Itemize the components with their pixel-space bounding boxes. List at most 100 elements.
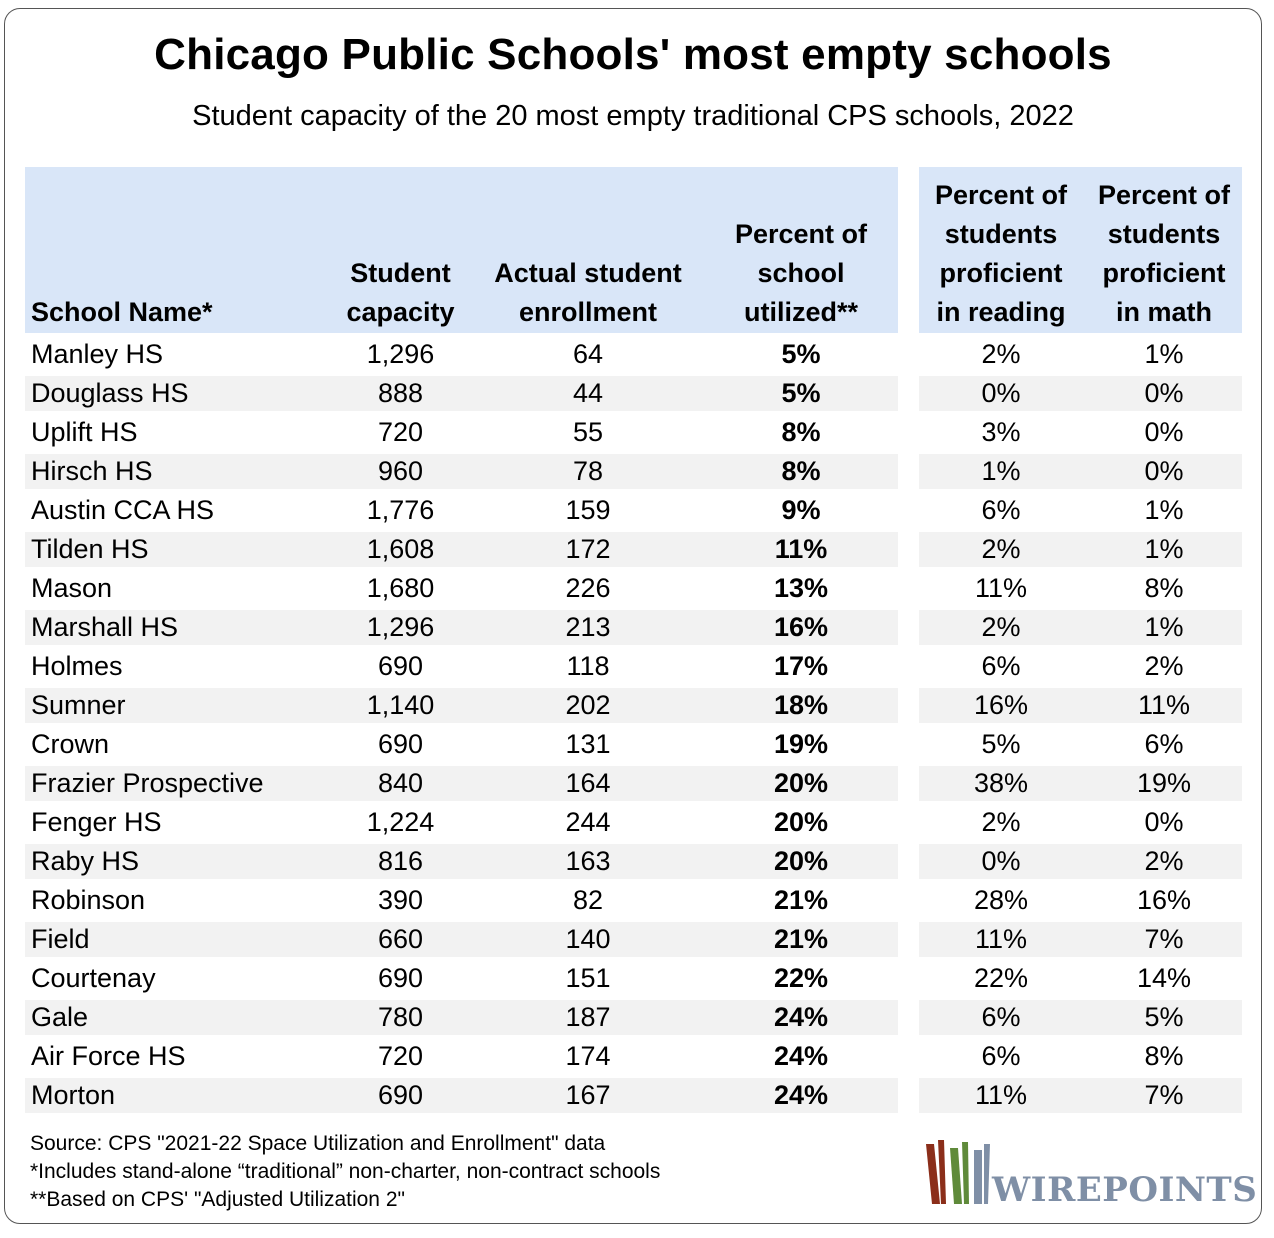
table-cell: 690	[377, 651, 424, 681]
table-cell: 9%	[781, 495, 821, 525]
school-name-cell: Hirsch HS	[31, 456, 153, 486]
column-header-line: proficient	[1102, 258, 1226, 288]
table-cell: 8%	[1144, 1041, 1184, 1071]
column-header-line: enrollment	[518, 297, 658, 327]
table-cell: 6%	[981, 1041, 1021, 1071]
table-cell: 6%	[1144, 729, 1184, 759]
source-note: Source: CPS "2021-22 Space Utilization a…	[30, 1132, 606, 1155]
table-cell: 1%	[1144, 534, 1184, 564]
column-header-line: students	[944, 219, 1058, 249]
column-header: Percent of school utilized**	[711, 215, 891, 333]
footnotes: Source: CPS "2021-22 Space Utilization a…	[30, 1130, 660, 1214]
table-cell: 16%	[973, 690, 1029, 720]
row-stripe	[919, 922, 1242, 957]
table-cell: 6%	[981, 651, 1021, 681]
table-cell: 3%	[981, 417, 1021, 447]
column-header-line: students	[1107, 219, 1221, 249]
table-cell: 202	[565, 690, 611, 720]
table-cell: 131	[565, 729, 611, 759]
table-cell: 1,680	[366, 573, 435, 603]
table-cell: 2%	[981, 534, 1021, 564]
column-header-line: Percent of	[934, 180, 1068, 210]
table-cell: 390	[377, 885, 424, 915]
row-stripe	[25, 922, 898, 957]
column-header: Percent of students proficient in reading	[921, 176, 1081, 333]
table-cell: 164	[565, 768, 611, 798]
table-cell: 1,776	[366, 495, 435, 525]
table-cell: 690	[377, 963, 424, 993]
school-name-cell: Frazier Prospective	[31, 768, 264, 798]
table-cell: 20%	[773, 807, 829, 837]
column-header: Student capacity	[338, 254, 463, 333]
school-name-cell: Uplift HS	[31, 417, 138, 447]
table-cell: 1,224	[366, 807, 435, 837]
table-cell: 1%	[1144, 495, 1184, 525]
wirepoints-logo: WIREPOINTS	[924, 1138, 1257, 1210]
table-cell: 2%	[1144, 846, 1184, 876]
chart-title: Chicago Public Schools' most empty schoo…	[154, 30, 1112, 79]
table-cell: 16%	[773, 612, 829, 642]
row-stripe	[919, 766, 1242, 801]
row-stripe	[919, 1000, 1242, 1035]
table-cell: 20%	[773, 846, 829, 876]
table-cell: 690	[377, 1080, 424, 1110]
table-cell: 2%	[981, 807, 1021, 837]
row-stripe	[919, 454, 1242, 489]
table-cell: 0%	[1144, 807, 1184, 837]
row-stripe	[25, 610, 898, 645]
column-header-line: Student	[350, 258, 451, 288]
table-cell: 720	[377, 417, 424, 447]
wirepoints-bars-icon	[926, 1140, 990, 1204]
school-name-cell: Air Force HS	[31, 1041, 186, 1071]
table-cell: 7%	[1144, 1080, 1184, 1110]
table-cell: 64	[572, 339, 604, 369]
row-stripe	[919, 610, 1242, 645]
column-header-line: utilized**	[743, 297, 858, 327]
table-cell: 0%	[981, 378, 1021, 408]
school-name-cell: Crown	[31, 729, 110, 759]
table-cell: 14%	[1136, 963, 1192, 993]
school-name-cell: Raby HS	[31, 846, 140, 876]
table-cell: 24%	[773, 1041, 829, 1071]
school-name-cell: Courtenay	[31, 963, 156, 993]
school-name-cell: Sumner	[31, 690, 126, 720]
table-cell: 18%	[773, 690, 829, 720]
table-cell: 1%	[1144, 612, 1184, 642]
table-cell: 21%	[773, 885, 829, 915]
table-cell: 226	[565, 573, 611, 603]
table-cell: 22%	[973, 963, 1029, 993]
table-cell: 159	[565, 495, 611, 525]
table-cell: 5%	[781, 378, 821, 408]
table-cell: 19%	[1136, 768, 1192, 798]
footnote-1: *Includes stand-alone “traditional” non-…	[30, 1160, 661, 1183]
table-cell: 690	[377, 729, 424, 759]
table-cell: 1,608	[366, 534, 435, 564]
school-name-cell: Marshall HS	[31, 612, 179, 642]
school-name-cell: Field	[31, 924, 90, 954]
table-cell: 244	[565, 807, 611, 837]
table-cell: 11%	[774, 534, 828, 564]
row-stripe	[919, 1078, 1242, 1113]
table-cell: 11%	[974, 924, 1028, 954]
table-cell: 960	[377, 456, 424, 486]
logo-wordmark: WIREPOINTS	[992, 1170, 1258, 1210]
school-name-cell: Gale	[31, 1002, 89, 1032]
table-cell: 140	[565, 924, 611, 954]
table-cell: 11%	[974, 1080, 1028, 1110]
column-header-line: in reading	[936, 297, 1066, 327]
column-header: Percent of students proficient in math	[1086, 176, 1242, 333]
table-cell: 20%	[773, 768, 829, 798]
table-header-left	[25, 167, 898, 333]
table-cell: 28%	[973, 885, 1029, 915]
row-stripe	[25, 376, 898, 411]
school-name-cell: Douglass HS	[31, 378, 189, 408]
table-cell: 888	[377, 378, 424, 408]
table-cell: 55	[572, 417, 604, 447]
table-cell: 7%	[1144, 924, 1184, 954]
column-header-line: Percent of	[734, 219, 868, 249]
school-name-cell: Manley HS	[31, 339, 164, 369]
column-header-line: school	[757, 258, 845, 288]
column-header-line: School Name*	[31, 297, 213, 327]
school-name-cell: Fenger HS	[31, 807, 162, 837]
table-cell: 1%	[1144, 339, 1184, 369]
